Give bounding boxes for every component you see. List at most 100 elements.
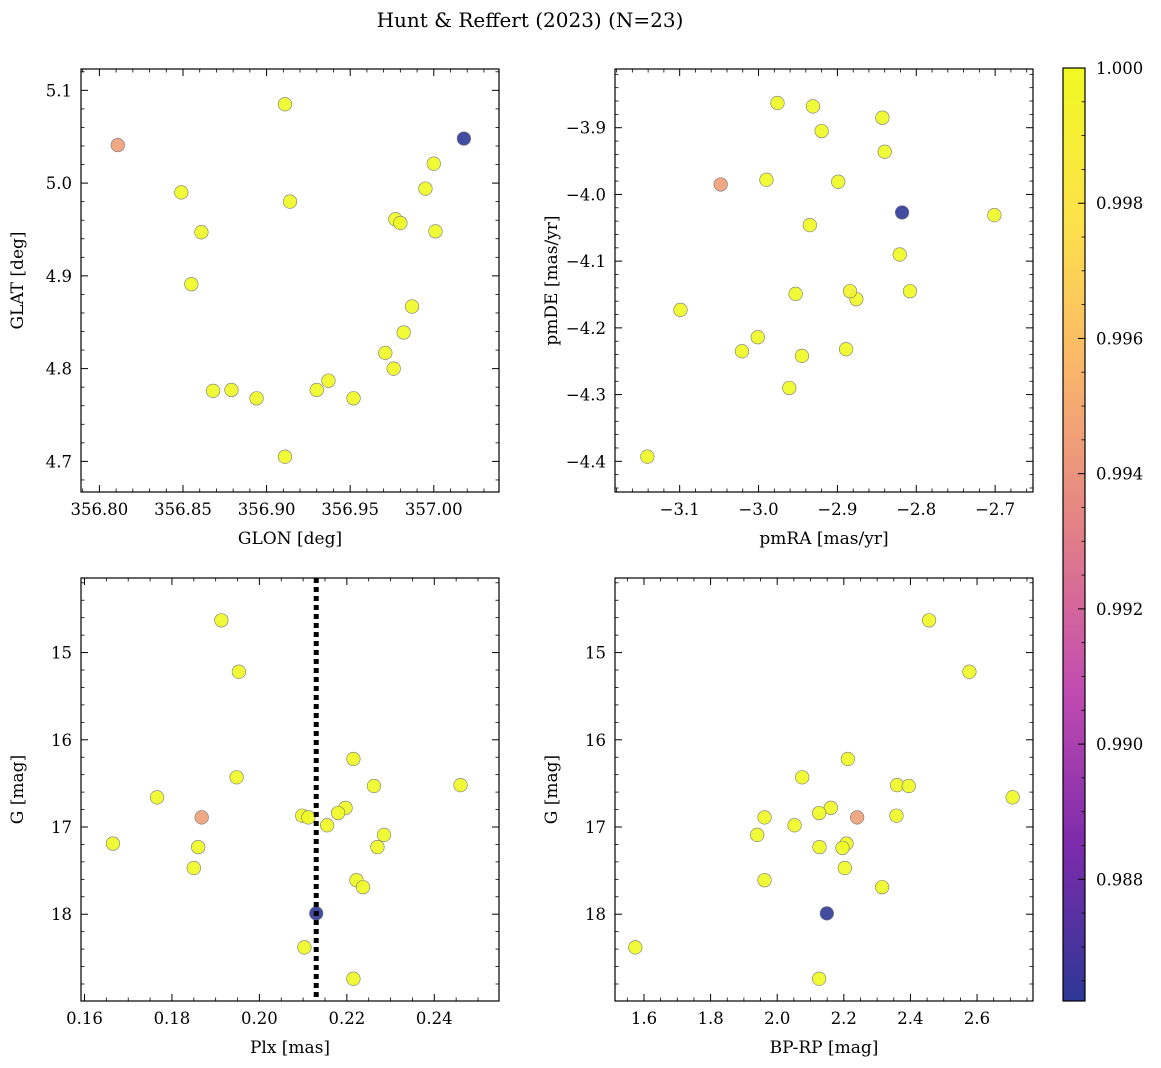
plot-frame [614,577,1034,1002]
x-tick-label: 2.2 [831,1009,857,1028]
data-point [174,185,189,200]
data-point [628,940,643,955]
data-point [782,380,797,396]
data-point [812,805,827,821]
data-point [640,449,655,464]
data-point [386,361,401,376]
data-point [889,808,904,823]
data-point [901,778,916,794]
data-point [814,123,829,139]
data-point [453,778,468,793]
colorbar-tick-label: 0.996 [1096,329,1143,348]
data-point [838,342,854,357]
data-point [812,839,827,855]
data-point [355,880,371,895]
y-tick-label: 4.9 [46,267,72,286]
data-point [277,97,293,112]
data-point [378,345,393,360]
colorbar-tick-label: 0.994 [1096,465,1143,484]
y-tick-label: 5.1 [46,81,72,100]
y-axis-label: pmDE [mas/yr] [542,215,562,345]
colorbar-tick-label: 1.000 [1096,59,1143,78]
data-point [404,299,420,314]
data-point [819,906,834,921]
x-tick-label: 356.80 [71,500,129,519]
data-point [1005,790,1020,805]
x-tick-label: −2.7 [975,500,1015,519]
data-point [229,770,244,785]
plot-frame [614,68,1034,493]
x-tick-label: −2.8 [896,500,936,519]
x-tick-label: −3.0 [739,500,779,519]
y-tick-label: 4.8 [46,360,72,379]
colorbar-tick-label: 0.998 [1096,194,1143,213]
data-point [921,613,937,628]
x-axis-label: pmRA [mas/yr] [759,529,888,549]
x-tick-label: 2.4 [897,1009,923,1028]
data-point [831,174,846,189]
data-point [962,664,977,679]
data-point [346,971,361,986]
x-axis-label: GLON [deg] [238,529,342,549]
x-tick-label: −2.9 [817,500,857,519]
y-axis-label: G [mag] [8,755,28,824]
data-point [734,344,750,359]
data-point [902,284,918,299]
x-tick-label: 0.24 [416,1009,453,1028]
x-tick-label: 1.6 [631,1009,657,1028]
data-point [875,880,890,895]
x-axis-label: Plx [mas] [250,1038,330,1058]
x-tick-label: 1.8 [697,1009,723,1028]
data-point [770,95,785,111]
data-point [850,810,865,825]
data-point [673,302,688,317]
y-axis-label: G [mag] [542,755,562,824]
y-tick-label: 5.0 [46,174,72,193]
data-point [224,382,239,398]
x-tick-label: 0.22 [328,1009,365,1028]
data-point [191,839,206,855]
data-point [875,110,890,125]
data-point [456,131,471,146]
data-point [426,156,441,171]
data-point [757,810,772,825]
data-point [418,181,433,196]
data-point [892,247,907,262]
data-point [194,225,209,240]
panel-bprp-g: 1.6 1.8 2.0 2.2 2.4 2.6 15 16 17 18 BP-RP [mag] G [… [542,577,1034,1058]
x-tick-label: 357.00 [405,500,463,519]
data-point [194,810,209,825]
data-point [750,827,765,842]
data-point [757,873,772,888]
colorbar-tick-label: 0.992 [1096,600,1143,619]
data-point [428,224,443,239]
data-point [795,770,810,785]
y-tick-label: 16 [585,731,606,750]
y-axis-label: GLAT [deg] [8,231,28,329]
data-point [877,144,892,159]
data-point [366,778,382,794]
data-point [231,664,246,679]
data-point [282,194,298,209]
colorbar-tick-label: 0.988 [1096,870,1143,889]
panel-glon-glat: 356.80 356.85 356.90 356.95 357.00 4.7 4.8 4.9 5… [8,68,500,549]
y-tick-label: −4.1 [566,252,606,271]
data-point [750,330,765,345]
data-point [802,218,817,233]
data-point [149,790,165,805]
colorbar: 0.988 0.990 0.992 0.994 0.996 0.998 1.000 [1062,59,1143,1002]
x-tick-label: 356.90 [238,500,296,519]
data-point [301,810,316,825]
data-point [840,751,855,767]
y-tick-label: −4.4 [566,452,606,471]
data-point [823,800,838,815]
y-tick-label: 17 [51,818,72,837]
data-point [320,818,335,833]
y-tick-label: 15 [51,644,72,663]
x-tick-label: 356.85 [154,500,212,519]
data-point [794,348,810,363]
y-tick-label: 15 [585,644,606,663]
x-tick-label: 0.18 [154,1009,191,1028]
data-point [396,325,411,340]
